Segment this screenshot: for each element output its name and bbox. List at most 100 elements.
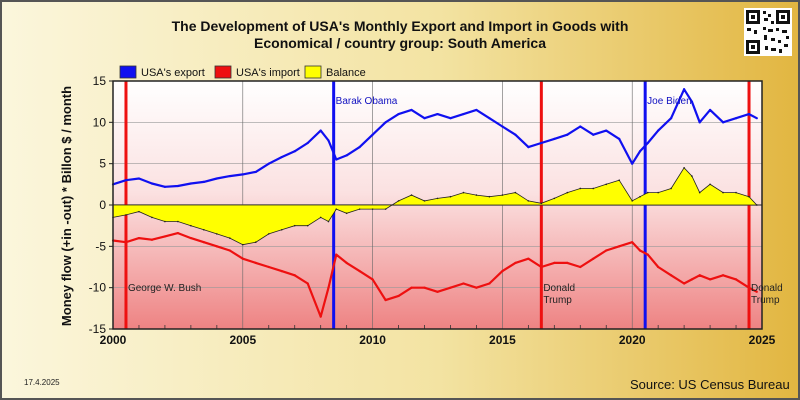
balance-point [242, 243, 244, 246]
export-point [566, 133, 569, 136]
export-point [358, 146, 361, 149]
import-point [755, 290, 758, 293]
export-point [747, 112, 751, 116]
event-label: Barak Obama [336, 96, 398, 107]
import-point [618, 245, 621, 248]
balance-point [735, 191, 737, 194]
import-point [267, 265, 270, 269]
import-point [540, 265, 543, 269]
title-line-2: Economical / country group: South Americ… [254, 35, 546, 51]
balance-point [631, 200, 633, 202]
balance-point [371, 208, 374, 210]
source-note: Source: US Census Bureau [630, 377, 790, 392]
export-point [657, 129, 660, 132]
import-point [436, 290, 439, 293]
balance-point [540, 202, 543, 205]
export-point [345, 154, 348, 157]
export-point [618, 137, 621, 140]
balance-point [125, 214, 127, 216]
balance-point [254, 241, 257, 243]
balance-point [327, 220, 330, 223]
balance-point [670, 187, 672, 190]
import-point [371, 278, 374, 281]
export-point [670, 117, 673, 120]
plot-right-margin [763, 81, 793, 331]
balance-point [646, 191, 649, 194]
export-point [267, 162, 270, 165]
export-point [646, 141, 649, 145]
import-point [592, 257, 595, 260]
title-line-1: The Development of USA's Monthly Export … [171, 18, 629, 34]
export-point [319, 129, 322, 132]
export-point [306, 141, 309, 145]
event-label: Trump [751, 295, 780, 306]
import-point [501, 270, 504, 273]
x-tick-label: 2000 [100, 333, 127, 347]
import-point [488, 282, 491, 285]
x-tick-label: 2010 [359, 333, 386, 347]
balance-point [698, 191, 701, 194]
export-point [514, 133, 517, 136]
y-tick-label: 0 [99, 198, 106, 212]
export-point [436, 112, 439, 116]
legend-label: USA's export [141, 67, 205, 79]
export-point [371, 133, 374, 136]
import-point [397, 294, 400, 298]
import-point [734, 278, 738, 281]
export-point [734, 117, 738, 120]
balance-point [151, 216, 153, 219]
import-point [345, 261, 348, 264]
balance-point [722, 191, 724, 194]
balance-point [177, 220, 179, 223]
export-point [410, 108, 413, 112]
import-point [646, 253, 649, 256]
import-point [319, 315, 322, 318]
balance-point [579, 187, 582, 190]
balance-point [267, 233, 270, 235]
export-point [638, 150, 642, 153]
export-point [215, 177, 218, 180]
balance-point [138, 210, 140, 213]
import-point [566, 261, 569, 264]
y-tick-label: 5 [99, 157, 106, 171]
x-tick-label: 2025 [749, 333, 776, 347]
balance-point [475, 194, 478, 196]
balance-point [748, 195, 750, 198]
balance-point [449, 195, 452, 198]
balance-point [756, 204, 758, 206]
balance-point [462, 191, 465, 194]
export-point [254, 170, 257, 174]
legend-label: Balance [326, 67, 366, 79]
import-point [579, 265, 582, 269]
export-point [488, 117, 491, 120]
x-tick-label: 2005 [229, 333, 256, 347]
balance-point [319, 216, 322, 219]
export-point [228, 174, 231, 178]
x-tick-label: 2015 [489, 333, 516, 347]
series-line-import [112, 232, 758, 318]
export-point [592, 133, 595, 136]
import-point [176, 232, 179, 235]
balance-point [423, 200, 426, 202]
export-point [475, 108, 478, 112]
export-point [683, 88, 686, 91]
export-point [137, 177, 141, 180]
import-point [631, 241, 634, 244]
import-point [423, 286, 426, 289]
import-point [475, 286, 478, 289]
balance-point [384, 208, 387, 210]
export-point [631, 162, 634, 165]
import-point [747, 286, 751, 289]
balance-point [306, 224, 309, 227]
import-point [327, 286, 330, 289]
balance-point [566, 191, 569, 194]
y-tick-label: -15 [89, 322, 107, 336]
export-point [527, 146, 530, 149]
balance-point [514, 191, 517, 194]
export-point [189, 182, 192, 185]
y-tick-label: 15 [93, 74, 107, 88]
export-point [690, 100, 694, 103]
import-point [202, 241, 205, 244]
export-point [327, 139, 330, 142]
